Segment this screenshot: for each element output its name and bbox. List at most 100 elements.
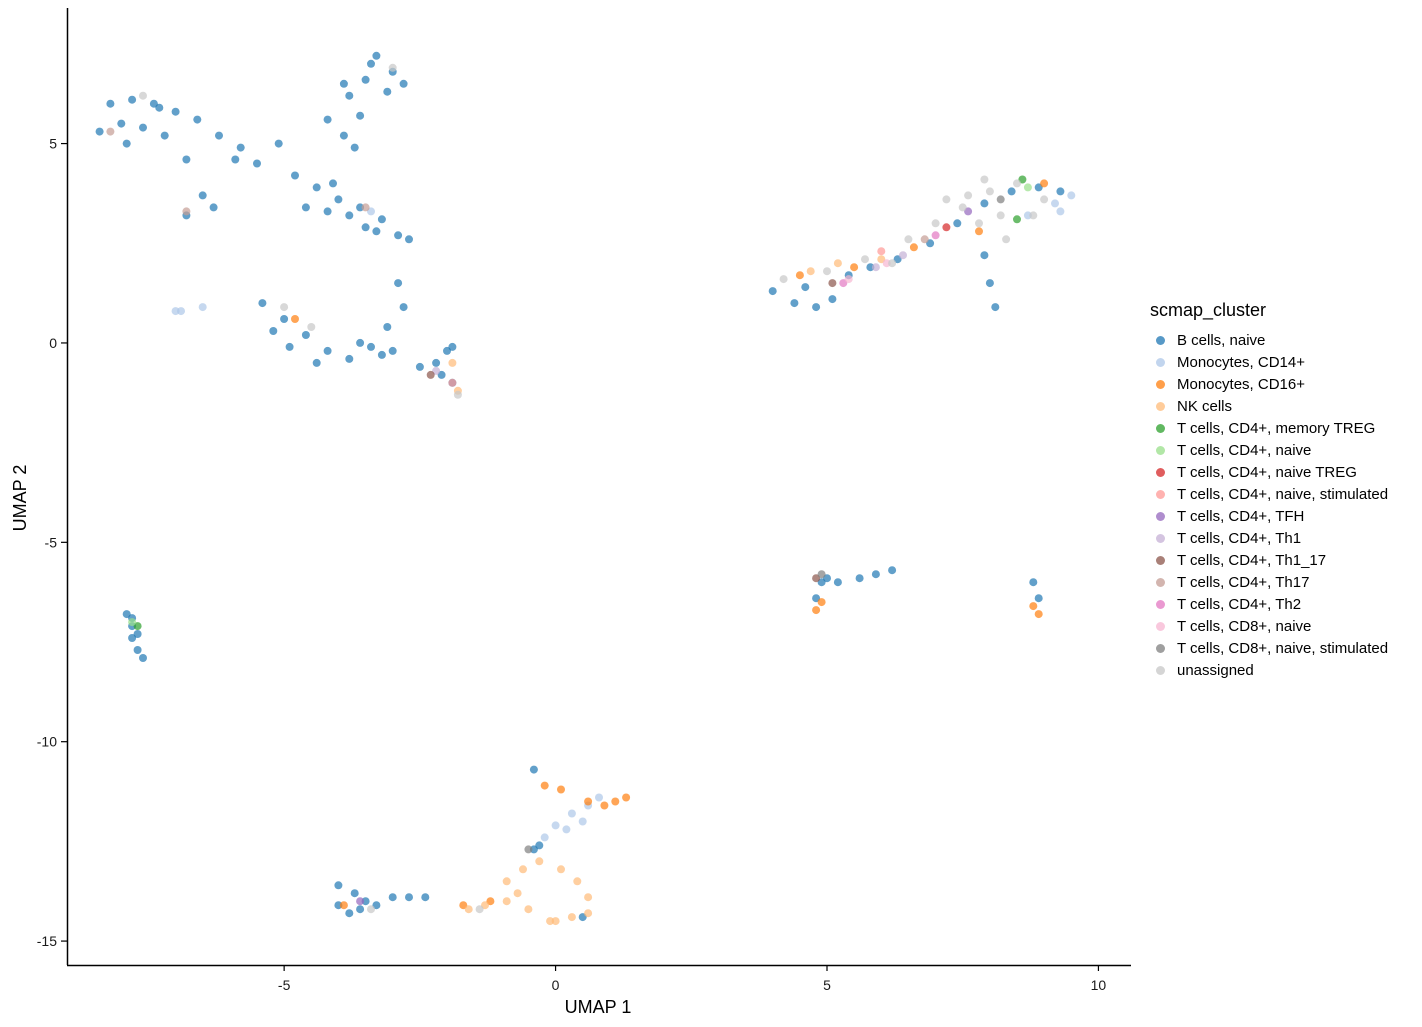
legend-key — [1156, 643, 1165, 653]
data-point — [139, 91, 147, 100]
data-point — [996, 195, 1005, 204]
data-point — [329, 179, 337, 188]
data-point — [855, 574, 864, 583]
legend-key — [1156, 423, 1165, 433]
data-point — [866, 263, 875, 272]
legend-item: T cells, CD8+, naive — [1150, 615, 1388, 637]
data-point — [1029, 578, 1038, 587]
data-point — [182, 207, 191, 216]
data-point — [996, 211, 1005, 220]
data-point — [801, 283, 810, 292]
legend-items: B cells, naive Monocytes, CD14+ Monocytes,… — [1150, 329, 1388, 681]
data-point — [540, 833, 549, 842]
data-point — [942, 223, 951, 232]
data-point — [106, 127, 115, 136]
data-point — [817, 598, 826, 607]
data-point — [871, 263, 880, 272]
data-point — [280, 303, 289, 312]
legend-label: T cells, CD8+, naive — [1177, 617, 1312, 635]
data-point — [513, 889, 522, 898]
legend-label: T cells, CD4+, memory TREG — [1177, 419, 1376, 437]
data-point — [622, 793, 631, 802]
data-point — [361, 223, 370, 232]
legend-label: T cells, CD4+, naive, stimulated — [1177, 485, 1389, 503]
data-point — [1034, 594, 1043, 603]
data-point — [833, 578, 842, 587]
data-point — [301, 331, 310, 339]
data-point — [980, 175, 989, 184]
data-point — [833, 259, 842, 268]
data-points-layer — [95, 51, 1076, 926]
data-point — [334, 901, 343, 910]
x-tick-label: 5 — [823, 977, 831, 993]
legend-item: NK cells — [1150, 395, 1388, 417]
data-point — [975, 219, 983, 228]
data-point — [285, 342, 294, 351]
data-point — [980, 199, 989, 208]
data-point — [367, 59, 375, 68]
y-tick-label: 5 — [49, 136, 57, 152]
legend-key — [1156, 467, 1165, 477]
data-point — [253, 159, 261, 168]
data-point — [345, 211, 354, 220]
data-point — [578, 817, 587, 826]
legend-item: T cells, CD4+, naive, stimulated — [1150, 483, 1388, 505]
data-point — [367, 342, 375, 351]
legend-label: T cells, CD4+, naive TREG — [1177, 463, 1357, 481]
data-point — [595, 793, 603, 802]
data-point — [991, 303, 1000, 312]
legend-label: unassigned — [1177, 661, 1254, 679]
data-point — [871, 570, 880, 579]
legend-item: Monocytes, CD16+ — [1150, 373, 1388, 395]
data-point — [1007, 187, 1016, 196]
data-point — [128, 634, 137, 642]
data-point — [339, 131, 348, 140]
data-point — [795, 271, 804, 280]
legend-item: T cells, CD4+, Th2 — [1150, 593, 1388, 615]
legend-key — [1156, 665, 1165, 675]
data-point — [139, 123, 147, 132]
data-point — [888, 259, 897, 268]
data-point — [529, 765, 538, 774]
data-point — [909, 243, 918, 252]
legend-label: T cells, CD4+, naive — [1177, 441, 1312, 459]
data-point — [345, 909, 354, 918]
data-point — [345, 354, 354, 363]
data-point — [356, 111, 365, 120]
data-point — [573, 877, 582, 886]
y-tick-label: -5 — [45, 534, 58, 550]
data-point — [850, 263, 859, 272]
data-point — [1034, 610, 1043, 619]
data-point — [546, 917, 555, 926]
legend-item: T cells, CD4+, Th1_17 — [1150, 549, 1388, 571]
data-point — [198, 191, 207, 200]
data-point — [388, 346, 397, 355]
data-point — [1040, 179, 1049, 188]
data-point — [301, 203, 310, 212]
data-point — [122, 139, 131, 148]
data-point — [502, 877, 511, 886]
data-point — [231, 155, 240, 164]
legend-item: B cells, naive — [1150, 329, 1388, 351]
data-point — [567, 809, 576, 818]
data-point — [611, 797, 620, 806]
data-point — [269, 327, 278, 335]
data-point — [160, 131, 169, 140]
data-point — [524, 845, 533, 854]
legend-label: T cells, CD4+, Th1_17 — [1177, 551, 1327, 569]
data-point — [557, 785, 565, 794]
data-point — [350, 143, 359, 152]
legend-key — [1156, 445, 1165, 455]
data-point — [790, 299, 799, 308]
legend-label: NK cells — [1177, 397, 1233, 415]
data-point — [399, 79, 408, 88]
legend-key — [1156, 401, 1165, 411]
data-point — [985, 279, 994, 288]
legend-label: B cells, naive — [1177, 331, 1266, 349]
legend: scmap_cluster B cells, naive Monocytes, C… — [1150, 300, 1388, 681]
data-point — [812, 606, 821, 615]
data-point — [171, 107, 180, 116]
legend-key — [1156, 599, 1165, 609]
data-point — [323, 115, 332, 124]
data-point — [394, 279, 403, 288]
